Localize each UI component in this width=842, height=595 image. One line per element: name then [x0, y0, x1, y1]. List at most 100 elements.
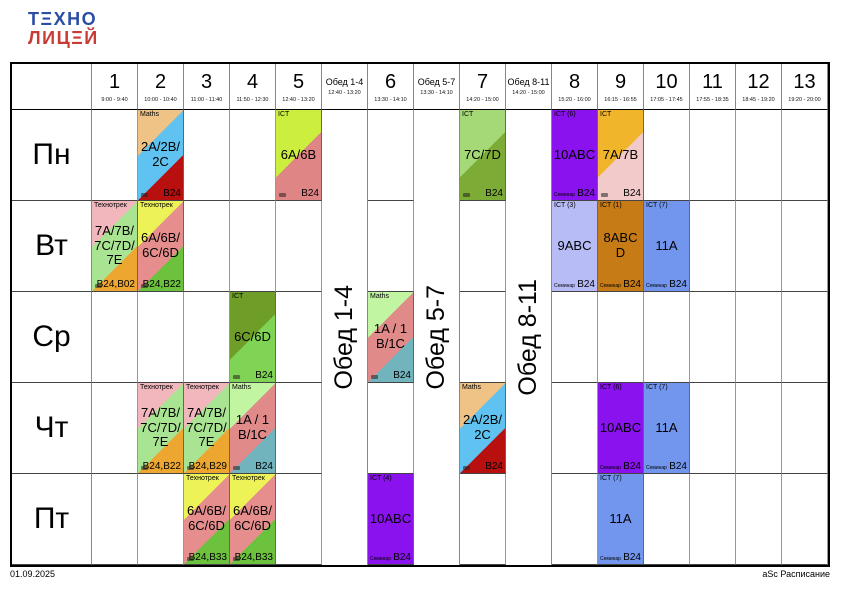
day-label-text: Вт: [35, 229, 68, 262]
lesson-group: 2A/2B/2C: [462, 412, 503, 442]
lesson-cell[interactable]: Maths 1A / 1B/1C B24: [368, 292, 414, 383]
lesson-room: B24: [255, 461, 273, 472]
day-label-text: Пн: [32, 138, 71, 171]
lesson-cell[interactable]: Технотрек 7A/7B/7C/7D/7E B24,B02: [92, 201, 138, 292]
lesson-cell[interactable]: ICT (7) 11A B24 Семинар: [644, 383, 690, 474]
lesson-cell[interactable]: Технотрек 6A/6B/6C/6D B24,B33: [230, 474, 276, 565]
lesson-subject: Технотрек: [94, 202, 127, 209]
column-label: 10: [655, 70, 678, 93]
lesson-room: B24,B29: [188, 461, 227, 472]
empty-slot: [184, 292, 230, 383]
empty-slot: [368, 383, 414, 474]
lunch-vertical-label: Обед 8-11: [514, 279, 542, 396]
lesson-room: B24,B02: [96, 279, 135, 290]
day-label-text: Чт: [34, 411, 69, 444]
lesson-cell[interactable]: Технотрек 7A/7B/7C/7D/7E B24,B29: [184, 383, 230, 474]
empty-slot: [782, 474, 828, 565]
lesson-subject: ICT (7): [600, 475, 622, 482]
lesson-cell[interactable]: ICT 7C/7D B24: [460, 110, 506, 201]
lesson-cell[interactable]: Maths 1A / 1B/1C B24: [230, 383, 276, 474]
lesson-subject: ICT (1): [600, 202, 622, 209]
lesson-room: B24: [163, 188, 181, 199]
lesson-type-label: Семинар: [554, 283, 575, 289]
lesson-group: 11A: [655, 419, 678, 435]
lesson-room: B24: [577, 279, 595, 290]
lesson-room: B24: [577, 188, 595, 199]
logo-line2: ЛИЦΞЙ: [28, 27, 99, 48]
column-time: 9:00 - 9:40: [101, 96, 128, 103]
lesson-cell[interactable]: ICT (7) 11A B24 Семинар: [598, 474, 644, 565]
header-corner-cell: [12, 64, 92, 110]
lesson-group: 1A / 1B/1C: [373, 321, 408, 351]
column-time: 12:40 - 13:20: [282, 96, 315, 103]
empty-slot: [552, 474, 598, 565]
lesson-group: 2A/2B/2C: [140, 139, 181, 169]
empty-slot: [184, 201, 230, 292]
lesson-group: 7A/7B: [602, 146, 639, 162]
lesson-cell[interactable]: Maths 2A/2B/2C B24: [460, 383, 506, 474]
lesson-cell[interactable]: ICT (6) 10ABC B24 Семинар: [552, 110, 598, 201]
empty-slot: [368, 201, 414, 292]
column-time: 13:30 - 14:10: [420, 90, 453, 96]
lesson-room: B24: [669, 279, 687, 290]
lesson-group: 10ABC: [553, 146, 596, 162]
empty-slot: [184, 110, 230, 201]
lesson-cell[interactable]: Технотрек 6A/6B/6C/6D B24,B22: [138, 201, 184, 292]
lesson-subject: ICT (3): [554, 202, 576, 209]
lesson-cell[interactable]: ICT (3) 9ABC B24 Семинар: [552, 201, 598, 292]
lesson-cell[interactable]: ICT (7) 11A B24 Семинар: [644, 201, 690, 292]
lesson-group: 6A/6B/6C/6D: [186, 503, 227, 533]
empty-slot: [736, 474, 782, 565]
column-label: 12: [747, 70, 770, 93]
empty-slot: [644, 474, 690, 565]
lesson-subject: ICT: [278, 111, 290, 118]
day-label-3: Чт: [12, 383, 92, 474]
lesson-subject: Технотрек: [232, 475, 265, 482]
period-header-p5: 5 12:40 - 13:20: [276, 64, 322, 110]
lesson-cell[interactable]: ICT 6A/6B B24: [276, 110, 322, 201]
lesson-subject: ICT: [462, 111, 474, 118]
teacher-mark: [233, 557, 240, 561]
lesson-cell[interactable]: Технотрек 7A/7B/7C/7D/7E B24,B22: [138, 383, 184, 474]
empty-slot: [368, 110, 414, 201]
teacher-mark: [95, 284, 102, 288]
teacher-mark: [187, 466, 194, 470]
teacher-mark: [601, 193, 608, 197]
lesson-cell[interactable]: ICT 6C/6D B24: [230, 292, 276, 383]
lunch-header-l811: Обед 8-11 14:20 - 15:00: [506, 64, 552, 110]
lesson-type-label: Семинар: [646, 465, 667, 471]
column-time: 11:00 - 11:40: [190, 96, 223, 103]
lesson-subject: Технотрек: [140, 202, 173, 209]
footer-app-brand: aSc Расписание: [762, 569, 830, 579]
period-header-p3: 3 11:00 - 11:40: [184, 64, 230, 110]
lesson-subject: ICT (6): [554, 111, 576, 118]
empty-slot: [690, 383, 736, 474]
lesson-type-label: Семинар: [600, 283, 621, 289]
lesson-group: 10ABC: [369, 510, 412, 526]
lunch-header-l14: Обед 1-4 12:40 - 13:20: [322, 64, 368, 110]
empty-slot: [138, 474, 184, 565]
lesson-cell[interactable]: Технотрек 6A/6B/6C/6D B24,B33: [184, 474, 230, 565]
lesson-cell[interactable]: Maths 2A/2B/2C B24: [138, 110, 184, 201]
empty-slot: [782, 383, 828, 474]
period-header-p13: 13 19:20 - 20:00: [782, 64, 828, 110]
timetable-grid: 1 9:00 - 9:40 2 10:00 - 10:40 3 11:00 - 11:40…: [10, 62, 830, 567]
lesson-group: 10ABC: [599, 419, 642, 435]
teacher-mark: [279, 193, 286, 197]
lesson-type-label: Семинар: [370, 556, 391, 562]
column-time: 19:20 - 20:00: [788, 96, 821, 103]
lesson-cell[interactable]: ICT (4) 10ABC B24 Семинар: [368, 474, 414, 565]
lunch-vertical-label: Обед 5-7: [422, 285, 450, 390]
lesson-cell[interactable]: ICT (1) 8ABCD B24 Семинар: [598, 201, 644, 292]
lesson-cell[interactable]: ICT 7A/7B B24: [598, 110, 644, 201]
period-header-p7: 7 14:20 - 15:00: [460, 64, 506, 110]
day-label-0: Пн: [12, 110, 92, 201]
lesson-subject: ICT: [232, 293, 244, 300]
lesson-room: B24: [623, 279, 641, 290]
lesson-cell[interactable]: ICT (6) 10ABC B24 Семинар: [598, 383, 644, 474]
column-label: 7: [476, 70, 489, 93]
lesson-room: B24,B33: [188, 552, 227, 563]
column-time: 12:40 - 13:20: [328, 90, 361, 96]
lesson-group: 11A: [655, 237, 678, 253]
column-label: Обед 5-7: [417, 77, 456, 87]
